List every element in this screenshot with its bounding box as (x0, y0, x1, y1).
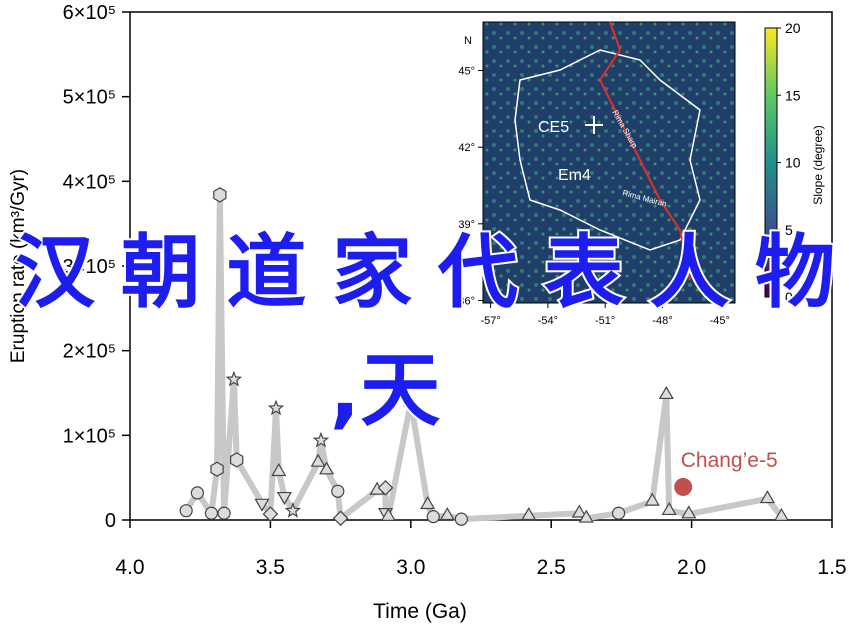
data-point (403, 393, 419, 407)
lat-tick-label: 45° (458, 66, 475, 78)
data-point (681, 505, 697, 519)
x-tick-label: 4.0 (115, 556, 144, 579)
y-tick-label: 5×10⁵ (63, 87, 116, 109)
overlay-text: 汉朝道家代表人物 ,天 (13, 224, 837, 439)
data-point (521, 507, 537, 521)
data-point (271, 463, 287, 477)
map-area (482, 21, 736, 304)
mare-boundary (514, 49, 701, 251)
data-point (204, 506, 219, 520)
data-point (267, 399, 285, 416)
x-axis-label: Time (Ga) (373, 600, 467, 623)
y-tick-label: 2×10⁵ (63, 341, 116, 363)
y-axis-label: Eruption rate (km³/Gyr) (8, 169, 29, 363)
x-tick-label: 2.0 (677, 556, 706, 579)
annotation-label: Chang’e-5 (681, 449, 778, 472)
lat-tick-label: 42° (458, 142, 475, 154)
data-point (284, 502, 302, 518)
y-tick-label: 1×10⁵ (63, 425, 116, 447)
data-point (578, 509, 594, 523)
map-label: Em4 (558, 167, 591, 184)
data-point (254, 498, 270, 512)
lat-tick-label: 36° (458, 295, 475, 307)
data-point (331, 484, 345, 498)
landing-site (585, 116, 603, 134)
overlay-line: 汉朝道家代表人物 (15, 226, 835, 319)
data-point (426, 510, 440, 524)
data-point (644, 492, 660, 506)
data-point (190, 486, 204, 500)
lon-tick-label: -54° (538, 315, 558, 327)
x-tick-label: 2.5 (537, 556, 566, 579)
data-point (312, 431, 330, 448)
lat-tick-label: 39° (458, 219, 475, 231)
y-tick-label: 4×10⁵ (63, 171, 116, 193)
annotation-point (674, 477, 693, 496)
colorbar-tick-label: 15 (785, 87, 801, 103)
x-tick-label: 3.0 (396, 556, 425, 579)
data-point (210, 461, 224, 477)
data-point (332, 510, 349, 527)
inset-map: N CE5 Em4 Rima Sharp Rima Mairan Slope (… (458, 20, 825, 327)
data-point (230, 452, 244, 468)
data-point (319, 461, 335, 475)
colorbar-tick-label: 5 (785, 222, 793, 238)
y-tick-label: 0 (105, 510, 116, 532)
north-label: N (464, 35, 472, 47)
colorbar-label: Slope (degree) (811, 125, 825, 204)
y-tick-label: 6×10⁵ (63, 2, 116, 24)
overlay-line: ,天 (330, 344, 440, 437)
map-label: CE5 (538, 119, 569, 136)
x-tick-label: 3.5 (256, 556, 285, 579)
data-point (310, 453, 326, 467)
data-point (420, 496, 436, 510)
data-point (439, 507, 455, 521)
data-point (571, 504, 587, 518)
data-point (658, 385, 674, 400)
data-point (179, 504, 193, 518)
x-tick-label: 1.5 (817, 556, 846, 579)
data-point (217, 506, 231, 520)
rille (598, 21, 691, 281)
data-point (213, 187, 227, 203)
lon-tick-label: -48° (652, 315, 672, 327)
data-point (454, 512, 468, 526)
data-point (759, 490, 775, 504)
data-point (262, 506, 279, 522)
data-point (380, 507, 396, 521)
colorbar-tick-label: 10 (785, 155, 801, 171)
colorbar-tick-label: 0 (785, 289, 793, 305)
data-point (276, 491, 292, 505)
data-point (377, 479, 394, 496)
colorbar-tick-label: 20 (785, 20, 801, 36)
lon-tick-label: -51° (595, 315, 615, 327)
y-tick-label: 3×10⁵ (63, 256, 116, 278)
data-point (661, 501, 677, 516)
lon-tick-label: -45° (710, 315, 730, 327)
data-point (611, 506, 626, 520)
data-point (773, 507, 789, 521)
lon-tick-label: -57° (480, 315, 500, 327)
data-point (225, 370, 243, 387)
